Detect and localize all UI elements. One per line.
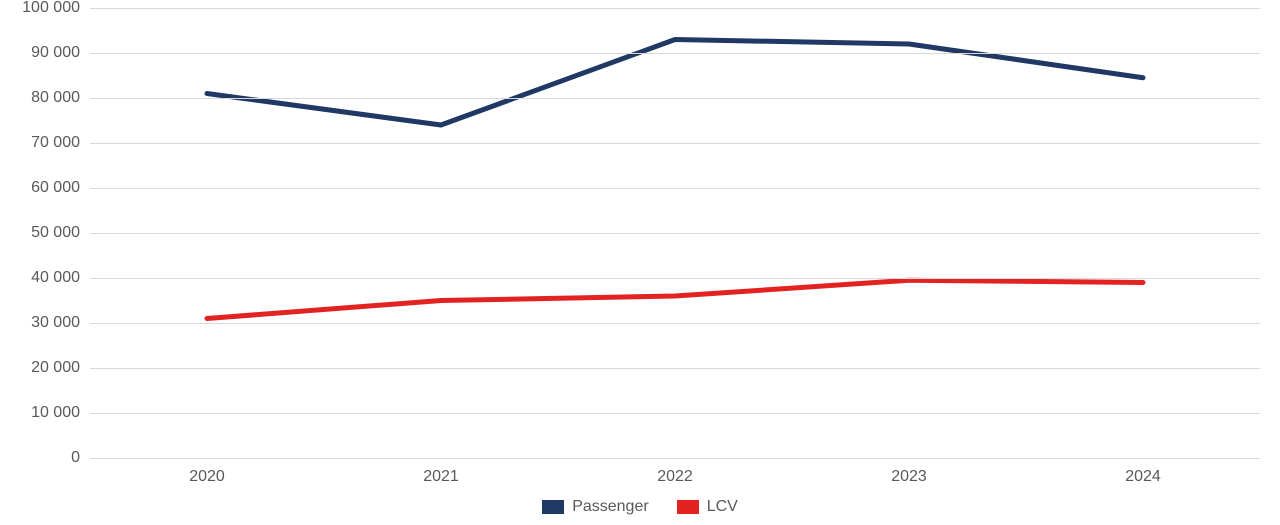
x-axis-label: 2020 (189, 458, 225, 486)
x-axis-label: 2024 (1125, 458, 1161, 486)
y-axis-label: 0 (71, 449, 90, 467)
x-axis-label: 2022 (657, 458, 693, 486)
gridline (90, 98, 1260, 99)
y-axis-label: 10 000 (31, 404, 90, 422)
legend-item-passenger: Passenger (542, 498, 649, 516)
legend-swatch-icon (542, 500, 564, 514)
gridline (90, 368, 1260, 369)
legend-label: LCV (707, 498, 738, 516)
gridline (90, 8, 1260, 9)
y-axis-label: 40 000 (31, 269, 90, 287)
gridline (90, 278, 1260, 279)
x-axis-label: 2023 (891, 458, 927, 486)
y-axis-label: 80 000 (31, 89, 90, 107)
gridline (90, 323, 1260, 324)
y-axis-label: 70 000 (31, 134, 90, 152)
y-axis-label: 30 000 (31, 314, 90, 332)
line-chart: 0 10 000 20 000 30 000 40 000 50 000 60 000 70 … (0, 0, 1280, 525)
gridline (90, 413, 1260, 414)
y-axis-label: 60 000 (31, 179, 90, 197)
gridline (90, 53, 1260, 54)
legend-swatch-icon (677, 500, 699, 514)
y-axis-label: 100 000 (22, 0, 90, 17)
legend-item-lcv: LCV (677, 498, 738, 516)
x-axis-label: 2021 (423, 458, 459, 486)
gridline (90, 143, 1260, 144)
series-line-lcv (207, 280, 1143, 318)
y-axis-label: 20 000 (31, 359, 90, 377)
gridline (90, 188, 1260, 189)
plot-area: 010 00020 00030 00040 00050 00060 00070 … (90, 8, 1260, 458)
y-axis-label: 90 000 (31, 44, 90, 62)
gridline (90, 233, 1260, 234)
y-axis-label: 50 000 (31, 224, 90, 242)
legend: Passenger LCV (0, 498, 1280, 516)
legend-label: Passenger (572, 498, 649, 516)
